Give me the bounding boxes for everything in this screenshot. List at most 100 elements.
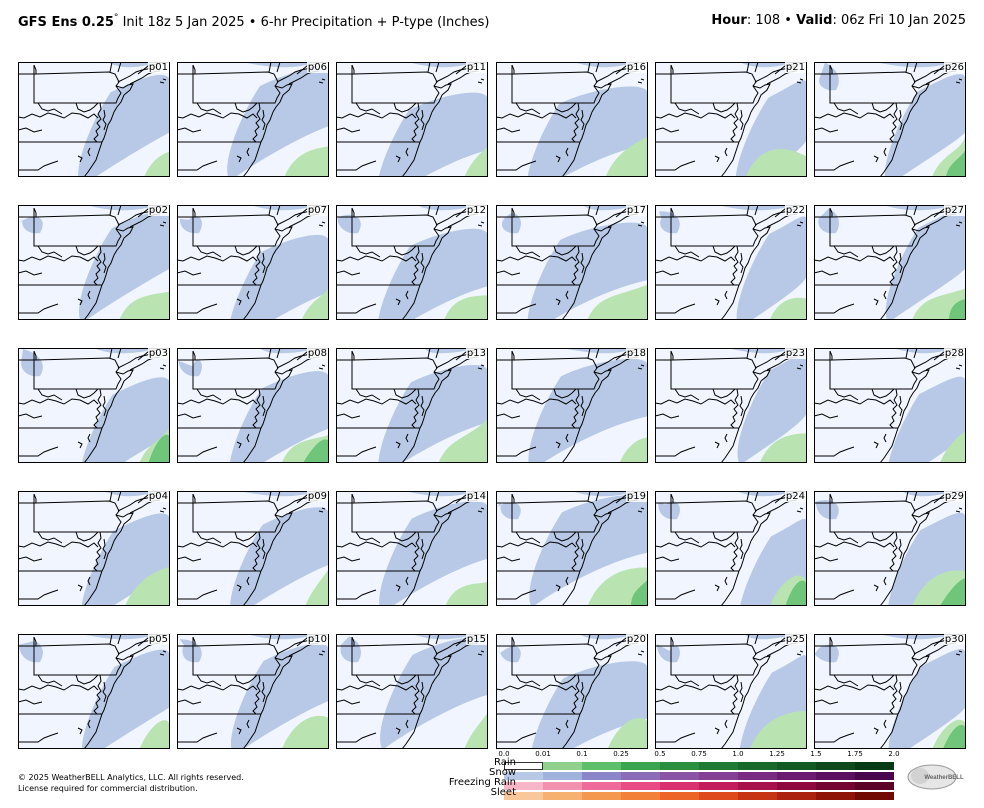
map-panel-p09: p09 (177, 491, 329, 606)
legend-row-sleet (504, 792, 894, 800)
legend-swatch (816, 772, 855, 780)
hour-value: : 108 (746, 13, 781, 28)
member-label: p16 (625, 62, 647, 73)
legend-swatch (660, 782, 699, 790)
legend-swatch (504, 772, 543, 780)
weatherbell-logo: WeatherBELL (906, 762, 968, 792)
precip-type-legend: 0.0 0.01 0.1 0.25 0.5 0.75 1.0 1.25 1.5 1.75 2.0 R… (420, 750, 900, 806)
member-label: p08 (306, 348, 328, 359)
legend-swatch (816, 792, 855, 800)
legend-label-rain: Rain (494, 757, 516, 768)
map-p22 (655, 205, 807, 320)
legend-row-rain (504, 762, 894, 770)
legend-swatch (699, 782, 738, 790)
member-label: p20 (625, 634, 647, 645)
legend-swatch (738, 762, 777, 770)
legend-tick: 1.25 (769, 750, 785, 758)
member-label: p09 (306, 491, 328, 502)
legend-swatch (816, 782, 855, 790)
legend-row-snow (504, 772, 894, 780)
map-p26 (814, 62, 966, 177)
map-panel-p20: p20 (496, 634, 648, 749)
legend-row-freezing-rain (504, 782, 894, 790)
map-p30 (814, 634, 966, 749)
map-panel-p21: p21 (655, 62, 807, 177)
legend-tick: 1.0 (732, 750, 744, 758)
legend-swatch (621, 782, 660, 790)
member-label: p17 (625, 205, 647, 216)
map-p24 (655, 491, 807, 606)
member-label: p18 (625, 348, 647, 359)
map-title: GFS Ens 0.25° Init 18z 5 Jan 2025 • 6-hr… (18, 13, 489, 30)
legend-label-freezing-rain: Freezing Rain (448, 777, 516, 788)
legend-swatch (777, 792, 816, 800)
legend-label-sleet: Sleet (490, 787, 516, 798)
legend-swatch (504, 762, 543, 770)
map-p20 (496, 634, 648, 749)
legend-swatch (777, 762, 816, 770)
map-p27 (814, 205, 966, 320)
map-panel-p08: p08 (177, 348, 329, 463)
legend-swatch (582, 792, 621, 800)
map-panel-p01: p01 (18, 62, 170, 177)
map-p17 (496, 205, 648, 320)
member-label: p03 (147, 348, 169, 359)
init-time: Init 18z 5 Jan 2025 (122, 15, 245, 30)
legend-tick: 0.01 (535, 750, 551, 758)
model-name: GFS Ens 0.25 (18, 15, 114, 30)
legend-swatch (543, 762, 582, 770)
legend-tick: 2.0 (888, 750, 900, 758)
footer: © 2025 WeatherBELL Analytics, LLC. All r… (18, 772, 244, 794)
map-panel-p23: p23 (655, 348, 807, 463)
map-p04 (18, 491, 170, 606)
legend-swatch (855, 772, 894, 780)
map-panel-p14: p14 (336, 491, 488, 606)
map-panel-p28: p28 (814, 348, 966, 463)
legend-swatch (777, 772, 816, 780)
member-label: p06 (306, 62, 328, 73)
member-label: p05 (147, 634, 169, 645)
map-panel-p13: p13 (336, 348, 488, 463)
map-p08 (177, 348, 329, 463)
map-p02 (18, 205, 170, 320)
member-label: p24 (784, 491, 806, 502)
member-label: p10 (306, 634, 328, 645)
copyright-text: © 2025 WeatherBELL Analytics, LLC. All r… (18, 773, 244, 782)
legend-swatch (660, 772, 699, 780)
map-panel-p29: p29 (814, 491, 966, 606)
member-label: p26 (943, 62, 965, 73)
valid-label: Valid (796, 13, 833, 28)
map-panel-p02: p02 (18, 205, 170, 320)
legend-swatch (504, 792, 543, 800)
map-panel-p26: p26 (814, 62, 966, 177)
legend-swatch (855, 762, 894, 770)
member-label: p19 (625, 491, 647, 502)
legend-swatch (777, 782, 816, 790)
member-label: p22 (784, 205, 806, 216)
legend-swatch (543, 772, 582, 780)
map-p09 (177, 491, 329, 606)
valid-value: : 06z Fri 10 Jan 2025 (832, 13, 966, 28)
map-panel-p12: p12 (336, 205, 488, 320)
map-p21 (655, 62, 807, 177)
legend-label-snow: Snow (489, 767, 516, 778)
svg-text:WeatherBELL: WeatherBELL (924, 775, 964, 781)
map-panel-p10: p10 (177, 634, 329, 749)
legend-swatch (582, 772, 621, 780)
legend-swatch (738, 792, 777, 800)
map-panel-p18: p18 (496, 348, 648, 463)
map-p28 (814, 348, 966, 463)
map-p11 (336, 62, 488, 177)
map-p25 (655, 634, 807, 749)
map-panel-p22: p22 (655, 205, 807, 320)
legend-swatch (582, 782, 621, 790)
valid-time-header: Hour: 108 • Valid: 06z Fri 10 Jan 2025 (711, 13, 966, 28)
member-label: p25 (784, 634, 806, 645)
map-panel-p03: p03 (18, 348, 170, 463)
map-p14 (336, 491, 488, 606)
member-label: p01 (147, 62, 169, 73)
legend-swatch (660, 792, 699, 800)
member-label: p15 (465, 634, 487, 645)
map-panel-p27: p27 (814, 205, 966, 320)
map-panel-p25: p25 (655, 634, 807, 749)
